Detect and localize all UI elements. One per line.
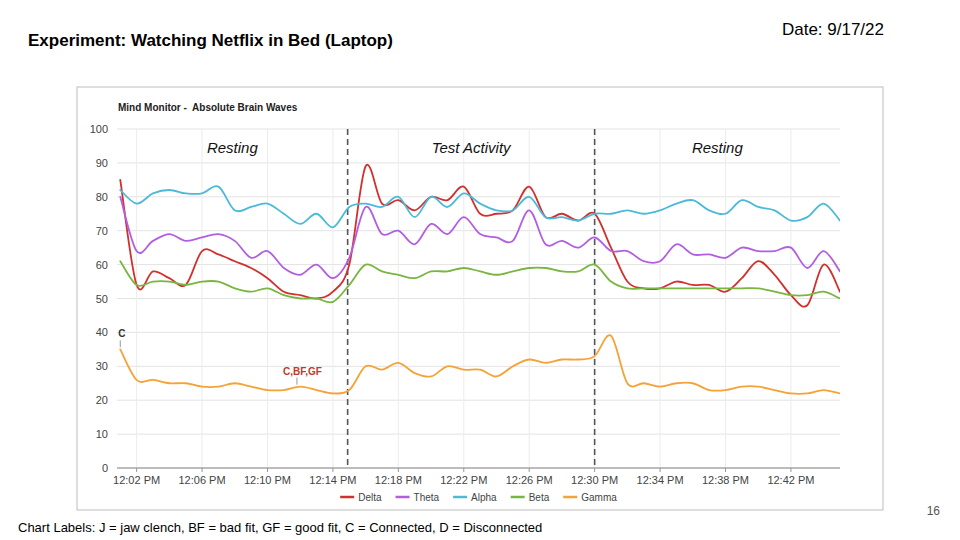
x-tick [136, 468, 137, 472]
x-tick-label: 12:14 PM [309, 474, 356, 486]
x-grid-line [790, 129, 791, 468]
page: Experiment: Watching Netflix in Bed (Lap… [0, 0, 960, 540]
y-tick-label: 90 [96, 157, 108, 169]
chart-frame [77, 87, 883, 510]
legend-swatch [340, 496, 354, 499]
y-tick-label: 20 [96, 394, 108, 406]
x-tick [202, 468, 203, 472]
page-number: 16 [927, 504, 941, 518]
x-tick [660, 468, 661, 472]
y-grid-line [117, 264, 840, 265]
y-tick-label: 70 [96, 225, 108, 237]
y-tick-label: 100 [90, 123, 108, 135]
y-grid-line [117, 332, 840, 333]
x-tick [267, 468, 268, 472]
x-grid-line [725, 129, 726, 468]
x-grid-line [136, 129, 137, 468]
x-axis [117, 468, 840, 469]
legend-label: Theta [414, 492, 440, 503]
series-line [120, 165, 840, 307]
phase-label: Resting [207, 139, 259, 156]
background [0, 0, 960, 540]
x-grid-line [660, 129, 661, 468]
date: Date: 9/17/22 [782, 20, 884, 39]
x-tick-label: 12:26 PM [506, 474, 553, 486]
phase-divider [347, 129, 349, 468]
y-tick-label: 50 [96, 293, 108, 305]
x-grid-line [463, 129, 464, 468]
y-tick-label: 60 [96, 259, 108, 271]
plot-area [120, 165, 840, 394]
x-tick-label: 12:02 PM [113, 474, 160, 486]
page-title: Experiment: Watching Netflix in Bed (Lap… [28, 31, 393, 50]
x-tick [463, 468, 464, 472]
y-grid-line [117, 129, 840, 130]
x-tick-label: 12:10 PM [244, 474, 291, 486]
annotation: C,BF,GF [283, 366, 322, 377]
y-grid-line [117, 162, 840, 163]
annotation: C [118, 328, 125, 339]
legend-swatch [453, 496, 467, 499]
annotation-leader [296, 378, 297, 385]
series-line [120, 261, 840, 302]
x-grid-line [398, 129, 399, 468]
annotation-leader [120, 340, 121, 347]
x-tick [398, 468, 399, 472]
y-grid-line [117, 434, 840, 435]
x-tick-label: 12:22 PM [440, 474, 487, 486]
phase-label: Test Activity [432, 139, 512, 156]
legend-swatch [511, 496, 525, 499]
x-grid-line [332, 129, 333, 468]
y-grid-line [117, 230, 840, 231]
y-grid-line [117, 400, 840, 401]
x-grid-line [267, 129, 268, 468]
footer: Chart Labels: J = jaw clench, BF = bad f… [18, 520, 542, 535]
x-tick [725, 468, 726, 472]
series-line [120, 335, 840, 394]
phase-label: Resting [692, 139, 744, 156]
legend-label: Alpha [471, 492, 497, 503]
y-grid-line [117, 468, 840, 469]
legend: Delta Theta Alpha Beta Gamma [340, 492, 617, 503]
x-tick-label: 12:34 PM [637, 474, 684, 486]
series-line [120, 186, 840, 227]
chart-title: Mind Monitor - Absolute Brain Waves [118, 102, 298, 113]
y-grid-line [117, 298, 840, 299]
y-tick-label: 80 [96, 191, 108, 203]
x-tick-label: 12:06 PM [179, 474, 226, 486]
y-grid-line [117, 366, 840, 367]
legend-swatch [563, 496, 577, 499]
x-tick-label: 12:38 PM [702, 474, 749, 486]
legend-label: Gamma [581, 492, 617, 503]
x-tick [529, 468, 530, 472]
y-tick-label: 0 [102, 462, 108, 474]
legend-swatch [396, 496, 410, 499]
x-grid-line [594, 129, 595, 468]
x-tick-label: 12:30 PM [571, 474, 618, 486]
phase-divider [594, 129, 596, 468]
x-grid-line [529, 129, 530, 468]
x-tick-label: 12:42 PM [767, 474, 814, 486]
y-tick-label: 40 [96, 326, 108, 338]
x-tick-label: 12:18 PM [375, 474, 422, 486]
y-tick-label: 10 [96, 428, 108, 440]
x-tick [332, 468, 333, 472]
y-tick-label: 30 [96, 360, 108, 372]
legend-label: Delta [358, 492, 382, 503]
x-tick [790, 468, 791, 472]
legend-label: Beta [529, 492, 550, 503]
x-tick [594, 468, 595, 472]
x-grid-line [202, 129, 203, 468]
